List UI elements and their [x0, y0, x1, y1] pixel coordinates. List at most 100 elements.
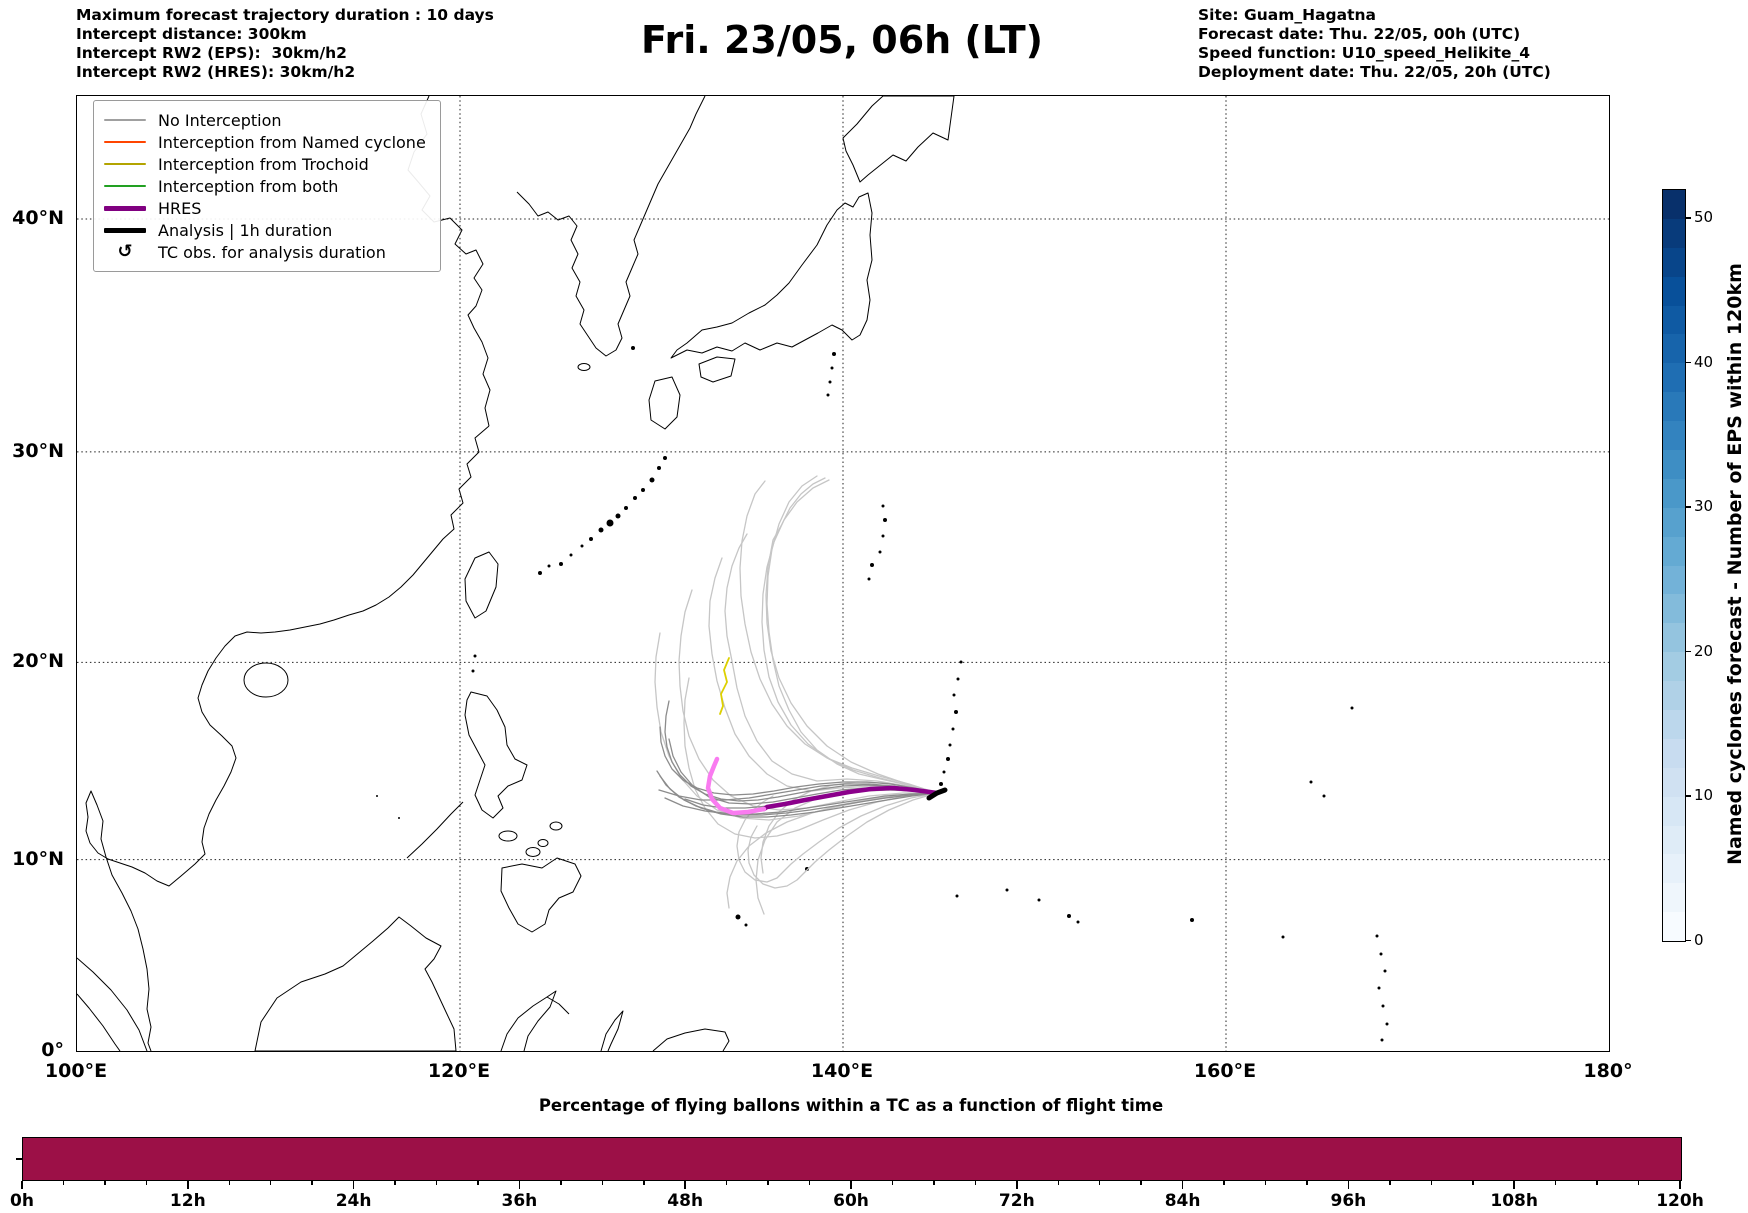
eps-track-north-10	[761, 479, 938, 794]
trochoid-interception-track	[719, 657, 730, 715]
eps-track-north-8	[747, 792, 938, 889]
bottom-major-tick	[518, 1181, 521, 1189]
bottom-tick-label-72h: 72h	[998, 1191, 1035, 1211]
legend-line-icon	[104, 205, 146, 211]
eps-track-north-6	[683, 677, 938, 839]
legend-item-label: Interception from Trochoid	[158, 154, 369, 174]
colorbar-segment	[1663, 681, 1685, 711]
bottom-major-tick	[1513, 1181, 1515, 1189]
bottom-minor-tick	[1098, 1181, 1101, 1185]
bottom-minor-tick	[1264, 1181, 1267, 1185]
header-left-line-2: Intercept RW2 (EPS): 30km/h2	[76, 44, 347, 62]
bottom-minor-tick	[311, 1181, 313, 1185]
colorbar-segment	[1663, 767, 1685, 797]
bottom-minor-tick	[1430, 1181, 1433, 1185]
bottom-minor-tick	[62, 1181, 65, 1185]
legend-item-label: Interception from both	[158, 176, 339, 196]
header-left-parameters: Maximum forecast trajectory duration : 1…	[76, 6, 494, 82]
bottom-minor-tick	[269, 1181, 272, 1185]
bottom-minor-tick	[1472, 1181, 1474, 1185]
legend-item-1: Interception from Named cyclone	[104, 131, 426, 153]
bottom-major-tick	[850, 1181, 852, 1189]
bottom-minor-tick	[1389, 1181, 1391, 1185]
analysis-segment	[926, 787, 948, 801]
bottom-tick-label-96h: 96h	[1330, 1191, 1367, 1211]
bottom-major-tick	[187, 1181, 189, 1189]
colorbar-segment	[1663, 738, 1685, 768]
tc-obs-icon: ↺	[117, 241, 133, 262]
bottom-tick-label-48h: 48h	[667, 1191, 704, 1211]
bottom-minor-tick	[145, 1181, 148, 1185]
legend-item-label: Interception from Named cyclone	[158, 132, 426, 152]
eps-track-north-7	[736, 792, 938, 883]
eps-track-north-11	[765, 477, 938, 794]
bottom-tick-label-12h: 12h	[169, 1191, 206, 1211]
colorbar-segment	[1663, 825, 1685, 855]
bottom-minor-tick	[435, 1181, 438, 1185]
hres-track-late	[705, 756, 767, 816]
legend-line-icon	[104, 141, 146, 143]
colorbar-segment	[1663, 247, 1685, 277]
colorbar-tick-mark	[1686, 650, 1691, 653]
colorbar-segment	[1663, 421, 1685, 451]
colorbar-segment	[1663, 623, 1685, 653]
bottom-bar-axis	[22, 1137, 1682, 1181]
legend-line-icon	[104, 185, 146, 187]
x-tick-label-140°E: 140°E	[810, 1060, 874, 1082]
percentage-bar	[23, 1138, 1681, 1180]
legend-item-label: Analysis | 1h duration	[158, 220, 333, 240]
bottom-minor-tick	[643, 1181, 645, 1185]
colorbar-segment	[1663, 450, 1685, 479]
eps-track-north-2	[739, 480, 938, 794]
y-tick-label-30°N: 30°N	[12, 439, 64, 462]
bottom-minor-tick	[228, 1181, 230, 1185]
bottom-minor-tick	[1223, 1181, 1225, 1185]
trajectory-map: No Interception Interception from Named c…	[76, 95, 1610, 1052]
x-tick-label-120°E: 120°E	[427, 1060, 491, 1082]
legend-item-3: Interception from both	[104, 175, 426, 197]
header-left-line-0: Maximum forecast trajectory duration : 1…	[76, 6, 494, 24]
colorbar-tick-label-10: 10	[1694, 786, 1714, 805]
colorbar-label: Named cyclones forecast - Number of EPS …	[1724, 263, 1746, 865]
colorbar-tick-mark	[1686, 361, 1691, 364]
colorbar-segment	[1663, 507, 1685, 537]
bottom-tick-label-0h: 0h	[10, 1191, 34, 1211]
bottom-minor-tick	[394, 1181, 396, 1185]
colorbar-tick-label-50: 50	[1694, 208, 1714, 227]
eps-track-north-5	[654, 632, 938, 821]
bottom-minor-tick	[891, 1181, 894, 1185]
colorbar-segment	[1663, 334, 1685, 364]
bottom-tick-label-120h: 120h	[1656, 1191, 1704, 1211]
eps-track-west-7	[664, 700, 938, 802]
bottom-tick-label-60h: 60h	[833, 1191, 869, 1211]
colorbar-tick-label-0: 0	[1694, 930, 1704, 949]
colorbar-tick-label-40: 40	[1694, 352, 1714, 371]
y-tick-label-10°N: 10°N	[12, 847, 64, 870]
colorbar-segment	[1663, 363, 1685, 393]
bottom-minor-tick	[601, 1181, 604, 1185]
map-gridlines	[77, 96, 1609, 1051]
colorbar-segment	[1663, 478, 1685, 508]
bottom-major-tick	[1181, 1181, 1184, 1189]
y-tick-label-40°N: 40°N	[12, 206, 64, 229]
bottom-tick-label-36h: 36h	[501, 1191, 538, 1211]
bottom-tick-label-84h: 84h	[1164, 1191, 1201, 1211]
x-tick-label-100°E: 100°E	[44, 1060, 108, 1082]
bottom-minor-tick	[974, 1181, 977, 1185]
bottom-major-tick	[352, 1181, 355, 1189]
bottom-major-tick	[21, 1181, 23, 1189]
header-right-metadata: Site: Guam_Hagatna Forecast date: Thu. 22…	[1198, 6, 1551, 82]
bottom-minor-tick	[1554, 1181, 1557, 1185]
bottom-minor-tick	[1596, 1181, 1598, 1185]
colorbar-segment	[1663, 565, 1685, 595]
bottom-minor-tick	[1637, 1181, 1640, 1185]
eps-track-west-6	[656, 770, 938, 816]
colorbar-segment	[1663, 796, 1685, 826]
colorbar-tick-label-30: 30	[1694, 497, 1714, 516]
eps-track-north-0	[724, 533, 938, 794]
legend-item-4: HRES	[104, 197, 426, 219]
eps-track-north-1	[708, 557, 938, 794]
colorbar-tick-mark	[1686, 795, 1691, 797]
colorbar-tick-mark	[1686, 939, 1691, 941]
